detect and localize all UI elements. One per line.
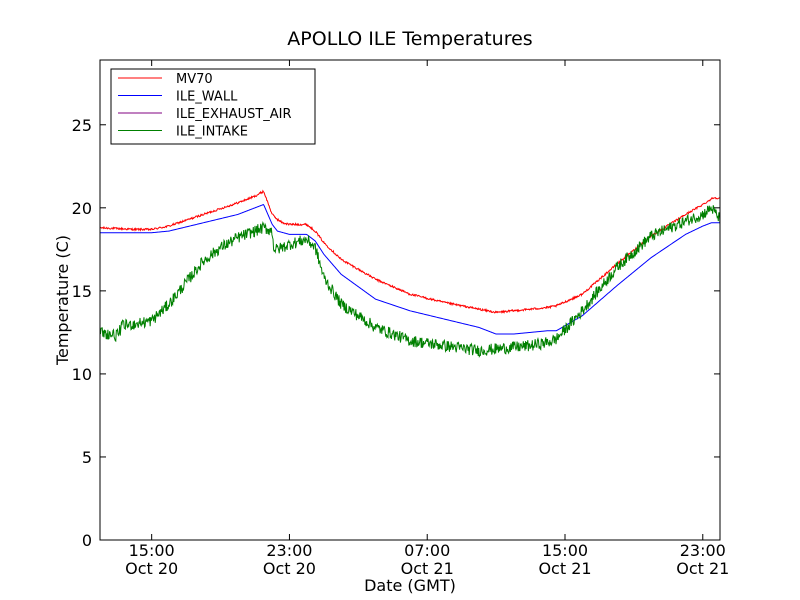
- x-tick-label-time: 23:00: [266, 541, 312, 560]
- legend-label: MV70: [176, 72, 213, 87]
- x-tick-label-date: Oct 21: [401, 559, 454, 578]
- x-tick-label-time: 15:00: [542, 541, 588, 560]
- x-tick-label-date: Oct 20: [125, 559, 178, 578]
- y-axis-label: Temperature (C): [53, 235, 72, 366]
- series-line-ile-intake: [99, 205, 721, 358]
- legend-box: [110, 68, 316, 145]
- y-tick-label: 15: [72, 282, 92, 301]
- plot-frame: [99, 59, 721, 541]
- x-tick-label-date: Oct 21: [676, 559, 729, 578]
- x-tick-label-time: 07:00: [404, 541, 450, 560]
- y-tick-label: 20: [72, 199, 92, 218]
- x-tick-label-time: 23:00: [680, 541, 726, 560]
- legend: MV70 ILE_WALL ILE_EXHAUST_AIR ILE_INTAKE: [110, 68, 316, 145]
- x-tick-label-time: 15:00: [129, 541, 175, 560]
- y-tick-label: 0: [82, 531, 92, 550]
- legend-label: ILE_EXHAUST_AIR: [176, 107, 292, 122]
- y-tick-label: 25: [72, 116, 92, 135]
- x-axis-label: Date (GMT): [364, 576, 456, 595]
- y-tick-label: 10: [72, 365, 92, 384]
- x-tick-label-date: Oct 20: [263, 559, 316, 578]
- legend-label: ILE_INTAKE: [176, 125, 248, 140]
- series-layer: [99, 189, 721, 358]
- x-tick-label-date: Oct 21: [538, 559, 591, 578]
- legend-label: ILE_WALL: [176, 90, 238, 105]
- chart-title: APOLLO ILE Temperatures: [287, 28, 532, 50]
- series-line-ile-wall: [100, 203, 720, 335]
- y-tick-label: 5: [82, 448, 92, 467]
